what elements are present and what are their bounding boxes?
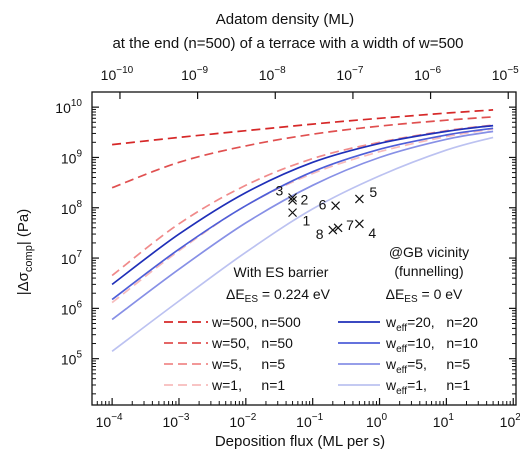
legend-left-heading2: ΔEES = 0.224 eV — [226, 286, 331, 305]
top-tick-label: 10−7 — [336, 65, 363, 83]
legend-left-delta-e: ΔE — [226, 286, 245, 302]
top-tick-label: 10−9 — [181, 65, 208, 83]
point-label-1: 1 — [303, 213, 311, 229]
point-marker-8 — [328, 225, 338, 235]
legend-left-entries: w=500, n=500 w=50, n=50 w=5, n=5 w=1, n=1 — [164, 314, 301, 393]
point-label-6: 6 — [319, 197, 327, 213]
legend-left-delta-e-sub: ES — [245, 294, 259, 305]
axes-group: 10−4 10−3 10−2 10−1 100 101 102 105 106 107 108 109… — [55, 65, 520, 430]
point-label-3: 3 — [276, 182, 284, 198]
series-line-6 — [111, 130, 494, 321]
x-tick-label: 10−1 — [296, 412, 323, 430]
x-axis-label: Deposition flux (ML per s) — [215, 433, 385, 449]
top-axis-title-line2: at the end (n=500) of a terrace with a w… — [112, 35, 463, 52]
x-tick-label: 10−3 — [162, 412, 189, 430]
y-tick-label: 109 — [61, 148, 83, 166]
top-tick-label: 10−6 — [414, 65, 441, 83]
series-line-1 — [111, 116, 494, 189]
point-label-7: 7 — [346, 217, 354, 233]
y-axis-label: |Δσcomp| (Pa) — [15, 209, 35, 296]
point-label-5: 5 — [369, 184, 377, 200]
legend-right-delta-e-sub: ES — [404, 294, 418, 305]
y-tick-label: 105 — [61, 350, 83, 368]
series-line-7 — [111, 136, 494, 352]
x-tick-label: 102 — [500, 412, 520, 430]
point-label-8: 8 — [316, 226, 324, 242]
legend-right-heading1: @GB vicinity — [389, 244, 469, 260]
point-marker-6 — [331, 201, 340, 211]
y-axis-label-main: |Δσ — [15, 271, 32, 295]
legend-right-delta-e-value: = 0 eV — [418, 286, 463, 302]
legend-left-label-1: w=50, n=50 — [211, 335, 293, 351]
legend-right-label-3: weff=1, n=1 — [385, 377, 470, 397]
y-axis-label-tail: | (Pa) — [15, 209, 32, 245]
top-axis-title-line1: Adatom density (ML) — [216, 11, 354, 28]
x-tick-label: 101 — [433, 412, 455, 430]
point-label-2: 2 — [301, 191, 309, 207]
x-tick-label: 100 — [366, 412, 388, 430]
points-group: 1 2 3 4 5 6 7 8 — [276, 182, 378, 242]
y-tick-label: 106 — [61, 299, 83, 317]
top-tick-label: 10−5 — [492, 65, 519, 83]
y-tick-label: 108 — [61, 199, 83, 217]
legend-left-heading1: With ES barrier — [234, 264, 329, 280]
point-marker-5 — [354, 194, 364, 204]
series-group — [111, 109, 494, 352]
y-tick-label: 1010 — [55, 98, 82, 116]
series-line-3 — [111, 128, 494, 304]
point-label-4: 4 — [368, 225, 376, 241]
plot-frame — [91, 91, 517, 406]
y-tick-label: 107 — [61, 249, 83, 267]
x-tick-label: 10−2 — [229, 412, 256, 430]
legend-left-label-0: w=500, n=500 — [211, 314, 301, 330]
legend-left-delta-e-value: = 0.224 eV — [258, 286, 331, 302]
legend-left-label-2: w=5, n=5 — [211, 356, 285, 372]
point-marker-1 — [288, 208, 297, 218]
point-marker-2 — [288, 195, 297, 205]
x-tick-label: 10−4 — [96, 412, 123, 430]
top-tick-label: 10−8 — [259, 65, 286, 83]
legend-right-label-0: weff=20, n=20 — [385, 314, 478, 334]
point-marker-4 — [354, 219, 364, 229]
legend-right-heading1b: (funnelling) — [394, 263, 463, 279]
y-axis-label-sub: comp — [23, 245, 35, 272]
legend-right-heading2: ΔEES = 0 eV — [386, 286, 463, 305]
legend-right-label-2: weff=5, n=5 — [385, 356, 470, 376]
point-marker-7 — [333, 223, 343, 233]
legend-left-label-3: w=1, n=1 — [211, 377, 285, 393]
series-line-4 — [111, 124, 494, 286]
legend-right-delta-e: ΔE — [386, 286, 405, 302]
top-tick-label: 10−10 — [101, 65, 134, 83]
series-line-0 — [112, 109, 494, 146]
legend-right-label-1: weff=10, n=10 — [385, 335, 478, 355]
series-line-5 — [111, 127, 494, 301]
point-marker-3 — [288, 193, 297, 202]
